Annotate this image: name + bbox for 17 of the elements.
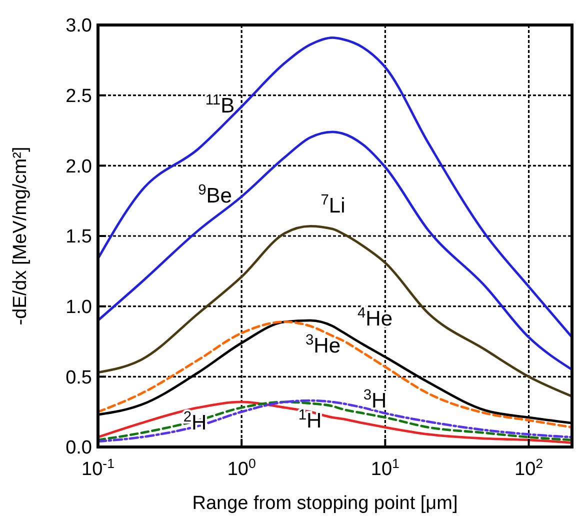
series-label: $^{3}$He	[305, 332, 341, 358]
y-tick-label: 1.5	[66, 226, 92, 248]
x-tick-label: 10$^{0}$	[227, 456, 256, 480]
series-label: $^{9}$Be	[198, 182, 232, 208]
y-tick-label: 3.0	[66, 16, 92, 37]
x-axis-title: Range from stopping point [μm]	[192, 493, 458, 514]
series-label: $^{3}$H	[363, 387, 387, 412]
y-tick-label: 1.0	[66, 296, 92, 318]
series-label: $^{1}$H	[298, 407, 322, 432]
x-tick-label: 10$^{2}$	[514, 456, 544, 480]
y-axis-title: -dE/dx [MeV/mg/cm²]	[10, 146, 31, 326]
x-tick-label: 10$^{1}$	[370, 456, 400, 480]
y-tick-label: 2.5	[66, 86, 92, 107]
series-label: $^{7}$Li	[320, 192, 346, 218]
series-label: $^{4}$He	[357, 305, 393, 330]
y-tick-label: 0.5	[66, 367, 92, 388]
y-tick-label: 2.0	[66, 156, 92, 178]
